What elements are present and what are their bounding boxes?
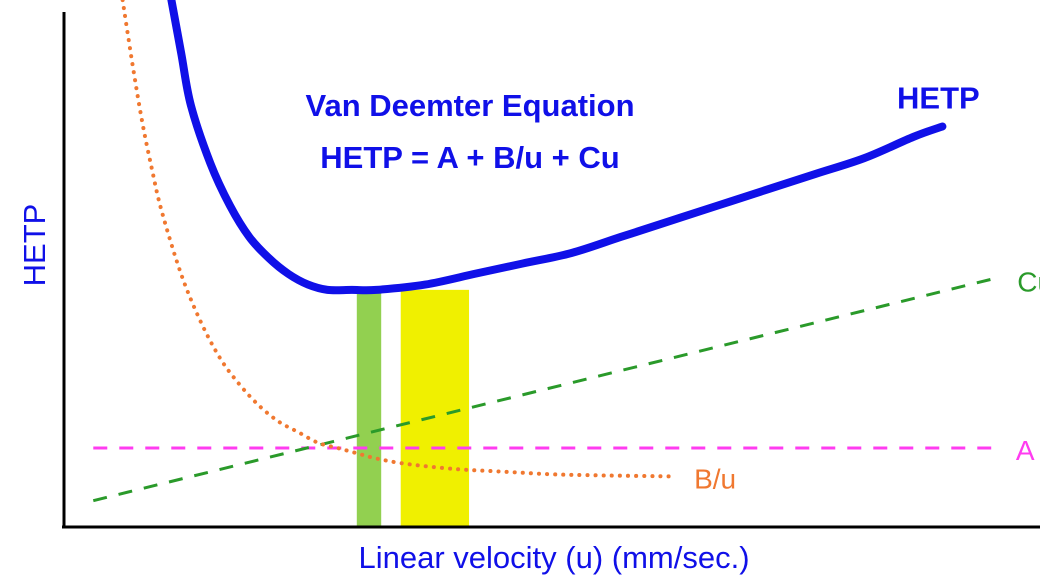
y-axis-label: HETP [17, 204, 52, 287]
chart-title: Van Deemter Equation [305, 88, 634, 123]
chart-series [92, 0, 992, 503]
series-label-cu: Cu [1017, 266, 1040, 297]
series-line-b-u [120, 0, 672, 479]
series-labels: HETP Cu A B/u [694, 81, 1040, 495]
green-band [356, 289, 382, 527]
series-line-cu [92, 277, 992, 503]
series-label-b-u: B/u [694, 463, 736, 494]
x-axis-label: Linear velocity (u) (mm/sec.) [358, 540, 749, 575]
chart-subtitle: HETP = A + B/u + Cu [320, 140, 619, 175]
series-label-a: A [1016, 435, 1035, 466]
series-line-hetp [167, 0, 947, 295]
velocity-bands [356, 289, 470, 527]
yellow-band [400, 289, 470, 527]
series-label-hetp: HETP [897, 81, 980, 116]
